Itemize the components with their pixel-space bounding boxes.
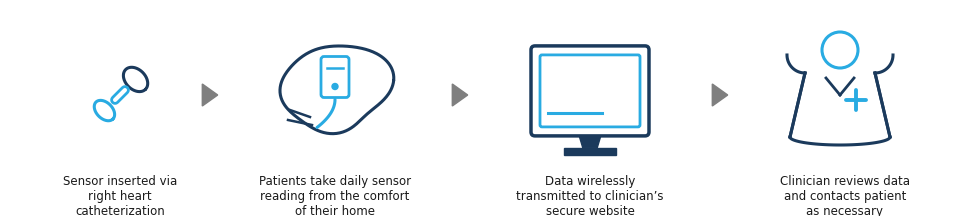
Text: Clinician reviews data
and contacts patient
as necessary: Clinician reviews data and contacts pati…	[780, 175, 910, 216]
Polygon shape	[564, 148, 616, 155]
Circle shape	[822, 32, 858, 68]
FancyBboxPatch shape	[540, 55, 640, 127]
Polygon shape	[452, 84, 468, 106]
Polygon shape	[578, 132, 602, 148]
Polygon shape	[712, 84, 728, 106]
FancyBboxPatch shape	[531, 46, 649, 136]
Circle shape	[332, 84, 338, 89]
Polygon shape	[203, 84, 218, 106]
Text: Data wirelessly
transmitted to clinician’s
secure website: Data wirelessly transmitted to clinician…	[516, 175, 663, 216]
Text: Patients take daily sensor
reading from the comfort
of their home: Patients take daily sensor reading from …	[259, 175, 411, 216]
Text: Sensor inserted via
right heart
catheterization: Sensor inserted via right heart catheter…	[62, 175, 178, 216]
FancyBboxPatch shape	[321, 57, 349, 97]
